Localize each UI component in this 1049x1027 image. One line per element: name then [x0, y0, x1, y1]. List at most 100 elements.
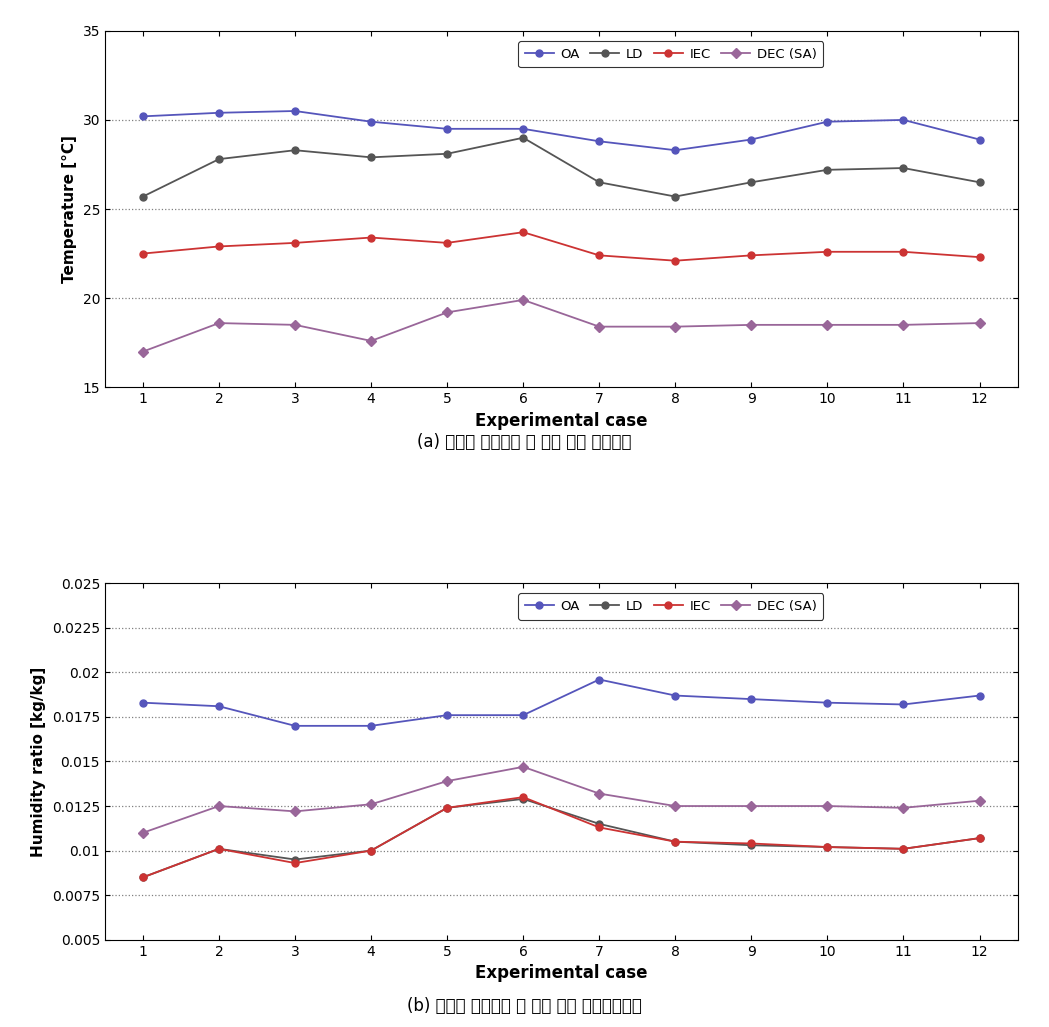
- DEC (SA): [973, 795, 986, 807]
- DEC (SA): [897, 318, 909, 331]
- DEC (SA): [593, 788, 605, 800]
- LD: [136, 190, 149, 202]
- Line: OA: OA: [140, 108, 983, 154]
- OA: [441, 709, 453, 721]
- IEC: [745, 250, 757, 262]
- IEC: [136, 248, 149, 260]
- OA: [365, 720, 378, 732]
- OA: [288, 105, 301, 117]
- DEC (SA): [593, 320, 605, 333]
- LD: [897, 162, 909, 175]
- DEC (SA): [821, 800, 834, 812]
- OA: [213, 700, 226, 713]
- OA: [745, 134, 757, 146]
- LD: [821, 841, 834, 853]
- Line: DEC (SA): DEC (SA): [140, 763, 983, 836]
- DEC (SA): [288, 805, 301, 817]
- DEC (SA): [669, 320, 682, 333]
- OA: [593, 674, 605, 686]
- LD: [745, 839, 757, 851]
- Legend: OA, LD, IEC, DEC (SA): OA, LD, IEC, DEC (SA): [518, 41, 823, 67]
- IEC: [213, 843, 226, 855]
- LD: [669, 190, 682, 202]
- DEC (SA): [973, 317, 986, 330]
- IEC: [136, 871, 149, 883]
- LD: [365, 151, 378, 163]
- Line: DEC (SA): DEC (SA): [140, 297, 983, 355]
- IEC: [897, 843, 909, 855]
- IEC: [897, 245, 909, 258]
- X-axis label: Experimental case: Experimental case: [475, 964, 647, 982]
- Line: LD: LD: [140, 796, 983, 881]
- OA: [669, 144, 682, 156]
- OA: [669, 689, 682, 701]
- DEC (SA): [213, 317, 226, 330]
- Text: (b) 시스템 구성요소 별 공기 토출 절대습도변화: (b) 시스템 구성요소 별 공기 토출 절대습도변화: [407, 996, 642, 1015]
- Line: IEC: IEC: [140, 794, 983, 881]
- LD: [441, 148, 453, 160]
- OA: [517, 122, 530, 135]
- IEC: [821, 245, 834, 258]
- IEC: [441, 237, 453, 250]
- IEC: [288, 857, 301, 869]
- IEC: [441, 802, 453, 814]
- IEC: [669, 255, 682, 267]
- DEC (SA): [365, 798, 378, 810]
- IEC: [365, 844, 378, 857]
- OA: [745, 693, 757, 706]
- DEC (SA): [517, 761, 530, 773]
- OA: [821, 116, 834, 128]
- OA: [821, 696, 834, 709]
- LD: [213, 843, 226, 855]
- OA: [593, 136, 605, 148]
- DEC (SA): [897, 802, 909, 814]
- DEC (SA): [441, 306, 453, 318]
- OA: [973, 689, 986, 701]
- LD: [288, 144, 301, 156]
- DEC (SA): [821, 318, 834, 331]
- LD: [517, 793, 530, 805]
- LD: [973, 177, 986, 189]
- LD: [441, 802, 453, 814]
- LD: [288, 853, 301, 866]
- Y-axis label: Humidity ratio [kg/kg]: Humidity ratio [kg/kg]: [31, 667, 46, 857]
- LD: [365, 844, 378, 857]
- IEC: [517, 791, 530, 803]
- DEC (SA): [745, 318, 757, 331]
- OA: [213, 107, 226, 119]
- OA: [288, 720, 301, 732]
- OA: [897, 698, 909, 711]
- DEC (SA): [136, 345, 149, 357]
- IEC: [365, 231, 378, 243]
- IEC: [288, 237, 301, 250]
- OA: [897, 114, 909, 126]
- LD: [821, 163, 834, 176]
- LD: [593, 817, 605, 830]
- LD: [897, 843, 909, 855]
- OA: [136, 110, 149, 122]
- LD: [973, 832, 986, 844]
- IEC: [973, 251, 986, 263]
- OA: [517, 709, 530, 721]
- DEC (SA): [745, 800, 757, 812]
- DEC (SA): [136, 827, 149, 839]
- LD: [745, 177, 757, 189]
- IEC: [745, 837, 757, 849]
- OA: [441, 122, 453, 135]
- DEC (SA): [213, 800, 226, 812]
- LD: [593, 177, 605, 189]
- IEC: [669, 836, 682, 848]
- LD: [136, 871, 149, 883]
- IEC: [973, 832, 986, 844]
- LD: [669, 836, 682, 848]
- LD: [517, 131, 530, 144]
- IEC: [213, 240, 226, 253]
- DEC (SA): [365, 335, 378, 347]
- OA: [365, 116, 378, 128]
- Line: IEC: IEC: [140, 229, 983, 264]
- X-axis label: Experimental case: Experimental case: [475, 412, 647, 429]
- Line: OA: OA: [140, 676, 983, 729]
- IEC: [593, 250, 605, 262]
- IEC: [593, 822, 605, 834]
- LD: [213, 153, 226, 165]
